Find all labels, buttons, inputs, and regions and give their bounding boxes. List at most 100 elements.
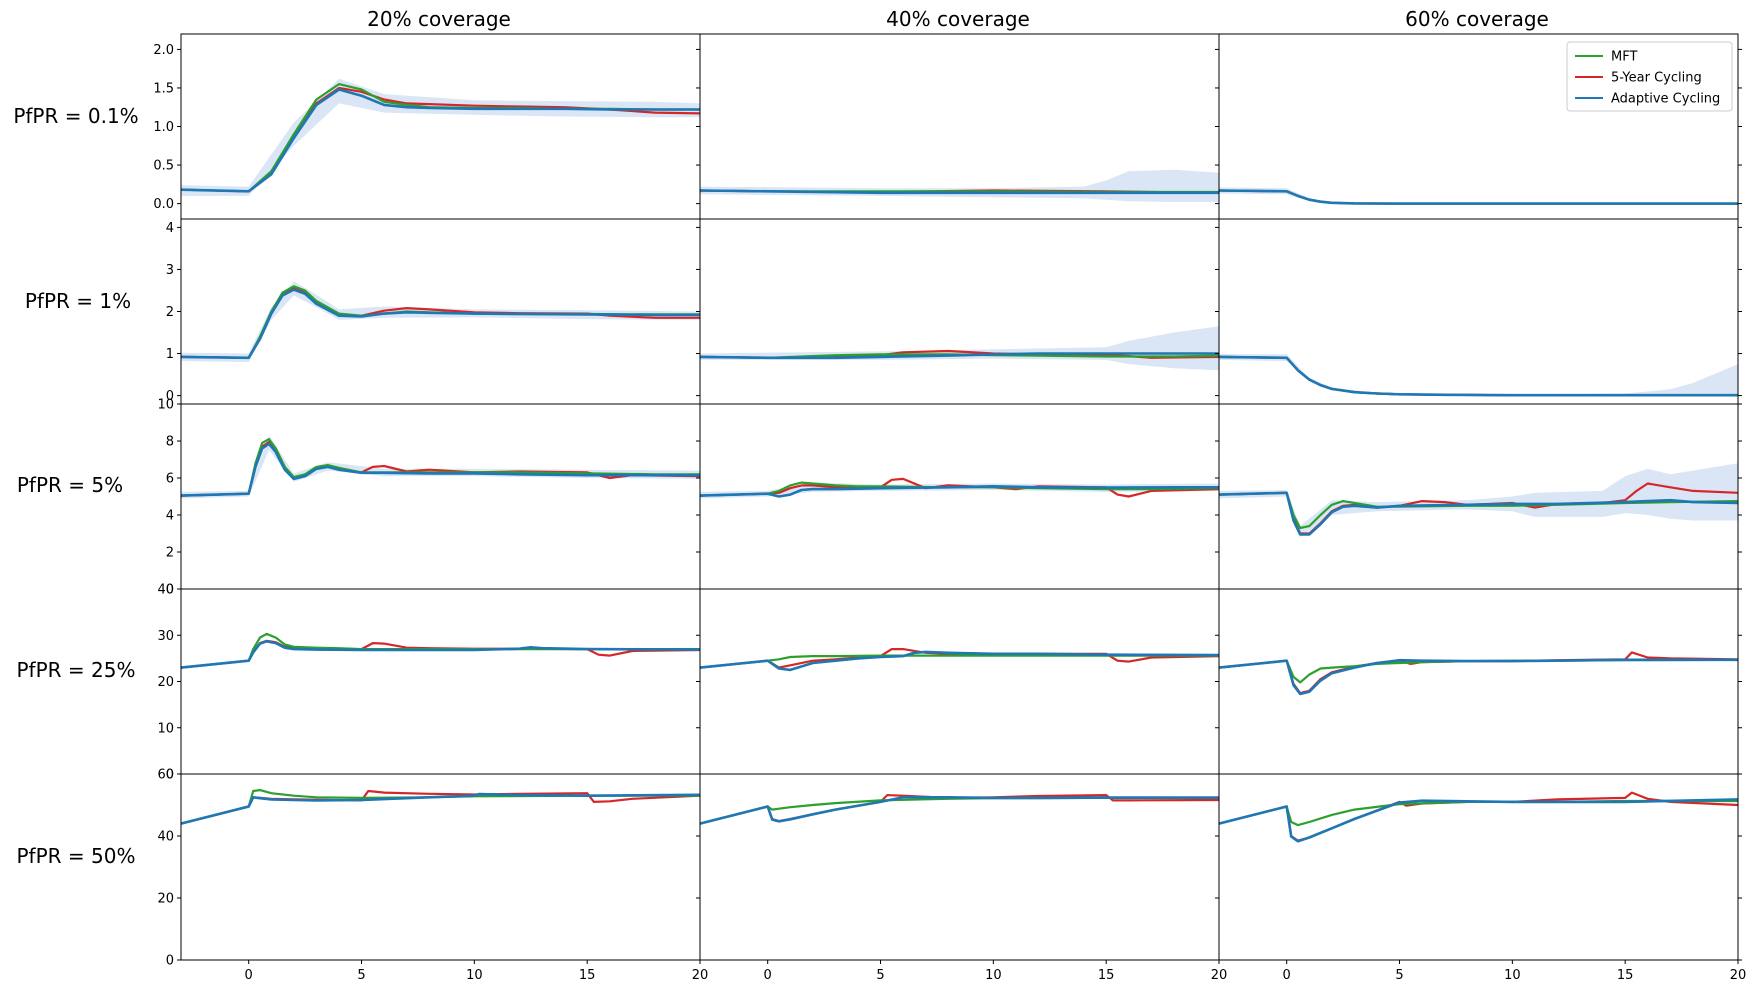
panels: 0.00.51.01.52.00123402468100102030400204… [153,33,1747,983]
plot-area [700,326,1219,371]
y-tick-label: 0 [166,583,174,598]
plot-area [700,477,1219,499]
x-tick-label: 10 [1504,968,1521,983]
series-line [700,647,1219,669]
plot-area [700,169,1219,202]
panel: 0 10 20 30 40 [157,583,701,783]
panel-frame [180,588,701,775]
row-label: PfPR = 1% [25,289,131,313]
panel-frame [1218,218,1739,405]
x-tick-label: 20 [1730,968,1747,983]
confidence-band [700,169,1219,202]
row-labels: PfPR = 0.1% PfPR = 1% PfPR = 5% PfPR = 2… [13,104,138,868]
panel [1215,403,1742,590]
confidence-band [700,326,1219,371]
series-line [181,285,700,359]
series-line [1219,355,1738,397]
series-line [1219,799,1738,827]
series-line [1219,355,1738,397]
series-line [181,88,700,193]
x-tick-label: 15 [1098,968,1115,983]
panel-frame [699,773,1220,961]
x-tick-label: 0 [245,968,253,983]
x-tick-label: 15 [1617,968,1634,983]
row-label: PfPR = 25% [17,658,136,682]
series-line [1219,355,1738,397]
panel [1215,588,1742,775]
y-tick-label: 2 [166,546,174,561]
panel [696,33,1220,220]
panel-frame [699,218,1220,405]
y-tick-label: 2.0 [153,43,174,58]
panel-frame [1218,773,1739,961]
series-line [700,650,1219,672]
column-title: 60% coverage [1405,7,1549,31]
x-tick-label: 15 [579,968,596,983]
panel-frame [699,588,1220,775]
y-tick-label: 0.0 [153,197,174,212]
series-line [700,477,1219,498]
confidence-band [181,78,700,196]
y-tick-label: 1.0 [153,120,174,135]
panel: 0 2 4 6 8 10 [157,398,701,598]
plot-area [181,435,700,499]
y-tick-label: 10 [157,398,174,413]
panel [1215,218,1742,405]
series-line [700,352,1219,360]
plot-area [1219,651,1738,696]
confidence-band [1219,187,1738,204]
panel-frame [180,33,701,220]
plot-area [181,281,700,362]
y-tick-label: 10 [157,721,174,736]
x-tick-label: 20 [692,968,709,983]
panel-frame [1218,588,1739,775]
panel [696,403,1220,590]
y-tick-label: 8 [166,435,174,450]
y-tick-label: 1 [166,347,174,362]
row-label: PfPR = 0.1% [13,104,138,128]
series-line [181,639,700,669]
series-line [181,788,700,825]
series-line [700,481,1219,497]
plot-area [181,78,700,196]
panel: 0 5 10 15 20 [1215,773,1747,983]
series-line [1219,798,1738,843]
series-line [181,287,700,359]
plot-area [700,647,1219,672]
panel [696,218,1220,405]
confidence-band [1219,463,1738,538]
y-tick-label: 60 [157,768,174,783]
series-line [1219,658,1738,696]
y-tick-label: 0 [166,768,174,783]
plot-area [181,788,700,825]
x-tick-label: 20 [1211,968,1228,983]
series-line [181,792,700,825]
row-label: PfPR = 5% [17,473,123,497]
column-title: 40% coverage [886,7,1030,31]
plot-area [181,632,700,669]
series-line [700,654,1219,669]
plot-area [1219,354,1738,397]
y-tick-label: 1.5 [153,81,174,96]
x-tick-label: 10 [466,968,483,983]
plot-area [1219,791,1738,843]
y-tick-label: 0 [166,389,174,404]
plot-area [700,793,1219,825]
row-label: PfPR = 50% [17,844,136,868]
x-tick-label: 0 [764,968,772,983]
legend: MFT 5-Year Cycling Adaptive Cycling [1566,41,1733,112]
x-tick-label: 10 [985,968,1002,983]
y-tick-label: 6 [166,472,174,487]
y-tick-label: 4 [166,221,174,236]
series-line [1219,791,1738,842]
series-line [181,288,700,360]
series-line [181,442,700,497]
series-line [1219,658,1738,684]
legend-box [1566,41,1733,112]
y-tick-label: 20 [157,892,174,907]
y-tick-label: 3 [166,263,174,278]
x-tick-label: 5 [357,968,365,983]
legend-label: MFT [1611,50,1637,65]
confidence-band [181,435,700,499]
